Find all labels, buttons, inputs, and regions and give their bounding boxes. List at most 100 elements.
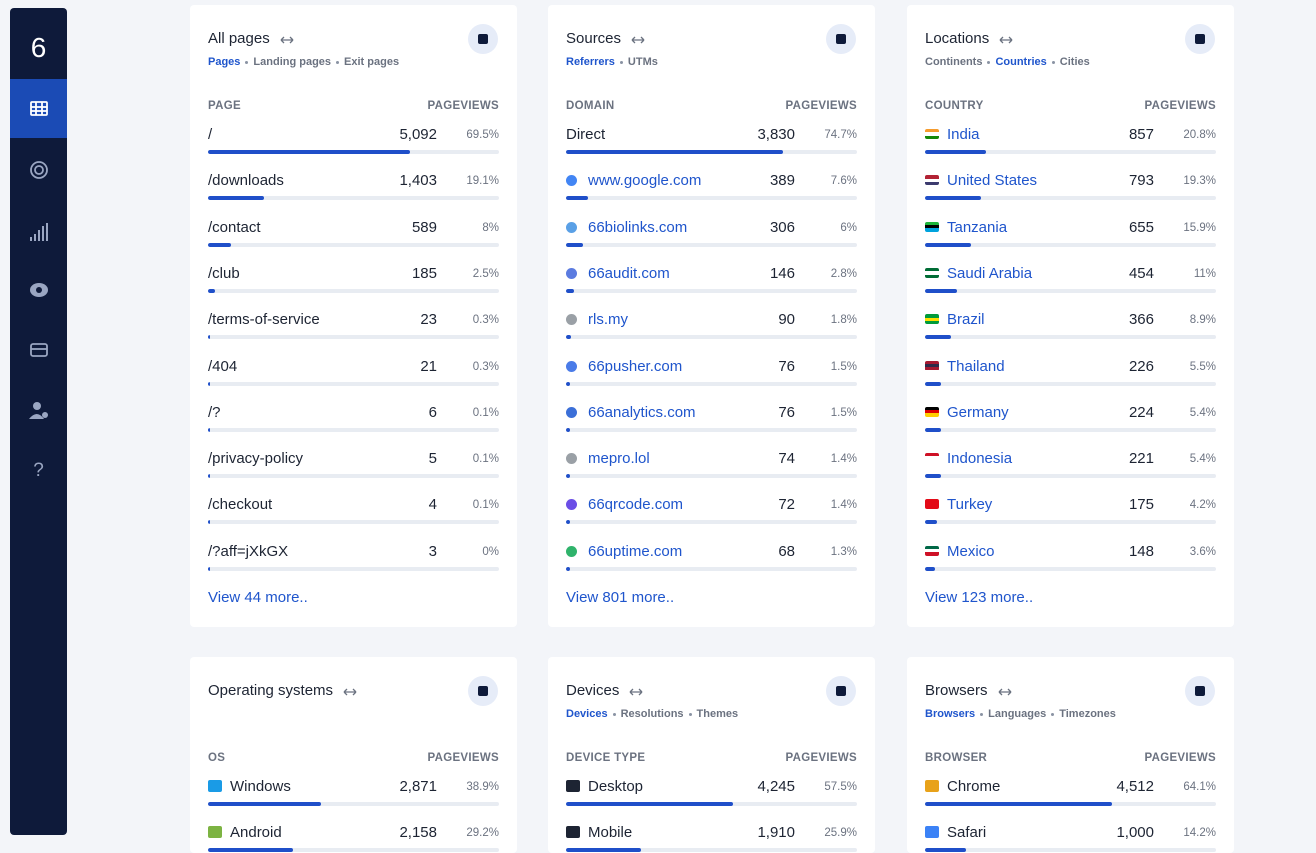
card: Operating systems OS PAGEVIEWS Windows 2,871… xyxy=(190,657,517,853)
tab[interactable]: Timezones xyxy=(1059,708,1116,720)
row-views: 224 xyxy=(1128,403,1154,421)
row-label[interactable]: 66uptime.com xyxy=(588,542,683,560)
row-label[interactable]: 66pusher.com xyxy=(588,357,683,375)
tab[interactable]: Exit pages xyxy=(344,56,400,68)
logo[interactable]: 6 xyxy=(30,32,47,63)
flag-band xyxy=(925,228,939,232)
view-more[interactable]: View 801 more.. xyxy=(566,589,675,606)
row-label[interactable]: 66analytics.com xyxy=(588,403,696,421)
tab[interactable]: Referrers xyxy=(566,56,615,68)
separator xyxy=(987,60,991,64)
help[interactable]: ? xyxy=(33,460,44,481)
row-percent: 1.8% xyxy=(830,314,857,327)
row-percent: 8% xyxy=(482,221,499,234)
row-label[interactable]: www.google.com xyxy=(588,172,702,190)
row-label: /checkout xyxy=(208,496,273,514)
row-label[interactable]: Indonesia xyxy=(947,450,1013,468)
tab[interactable]: UTMs xyxy=(627,56,658,68)
row-views: 5,092 xyxy=(399,126,437,143)
card-title: All pages xyxy=(208,30,270,47)
bar-fill xyxy=(925,381,941,386)
card-title: Operating systems xyxy=(208,682,334,699)
card: Locations Continents Countries Cities COUNTR… xyxy=(907,5,1234,627)
separator xyxy=(612,712,616,716)
tab[interactable]: Devices xyxy=(566,708,608,720)
row-label[interactable]: Mexico xyxy=(947,542,995,560)
row-views: 3,830 xyxy=(757,126,795,143)
bar-track xyxy=(566,150,857,154)
flag-band xyxy=(925,360,939,364)
expand-icon[interactable] xyxy=(280,35,294,45)
bar-track xyxy=(925,196,1216,201)
bar-fill xyxy=(566,520,571,525)
row-label[interactable]: United States xyxy=(947,172,1038,190)
bar-fill xyxy=(208,566,210,571)
bar-track xyxy=(208,150,499,154)
row-label[interactable]: Brazil xyxy=(947,311,985,329)
bar-track xyxy=(566,474,857,479)
card-icon-glyph xyxy=(836,686,846,696)
card-icon[interactable] xyxy=(1185,676,1215,706)
row-label[interactable]: Thailand xyxy=(947,357,1005,375)
bar-track xyxy=(208,802,499,806)
row-label[interactable]: 66audit.com xyxy=(588,264,670,282)
bar-track xyxy=(925,848,1216,853)
tab[interactable]: Landing pages xyxy=(253,56,332,68)
card-icon[interactable] xyxy=(468,676,498,706)
tab[interactable]: Languages xyxy=(988,708,1047,720)
bar-fill xyxy=(925,520,938,525)
expand-icon[interactable] xyxy=(631,35,645,45)
expand-icon[interactable] xyxy=(629,687,643,697)
flag-band xyxy=(925,129,939,133)
tab[interactable]: Countries xyxy=(995,56,1047,68)
tab[interactable]: Pages xyxy=(208,56,241,68)
card: Sources Referrers UTMs DOMAIN PAGEVIEWS Direc… xyxy=(548,5,875,627)
tab[interactable]: Resolutions xyxy=(620,708,684,720)
row-label[interactable]: mepro.lol xyxy=(588,450,650,468)
bar-track xyxy=(208,288,499,293)
flag-icon xyxy=(925,129,939,139)
view-more[interactable]: View 44 more.. xyxy=(208,589,308,606)
column-header: DOMAIN xyxy=(566,100,615,112)
row-percent: 7.6% xyxy=(830,175,857,188)
card-icon-glyph xyxy=(478,686,488,696)
expand-icon[interactable] xyxy=(999,35,1013,45)
flag-band xyxy=(925,317,939,321)
tab[interactable]: Continents xyxy=(925,56,983,68)
bar-track xyxy=(566,427,857,432)
expand-icon[interactable] xyxy=(343,687,357,697)
row-label[interactable]: 66biolinks.com xyxy=(588,218,688,236)
card-icon[interactable] xyxy=(1185,24,1215,54)
bar-track xyxy=(566,381,857,386)
row-label[interactable]: Direct xyxy=(566,126,606,143)
view-more[interactable]: View 123 more.. xyxy=(925,589,1034,606)
row-percent: 74.7% xyxy=(824,129,857,141)
row-views: 4,245 xyxy=(757,778,795,795)
row-views: 74 xyxy=(778,450,795,468)
tab[interactable]: Browsers xyxy=(925,708,976,720)
row-views: 3 xyxy=(428,542,437,560)
expand-icon[interactable] xyxy=(998,687,1012,697)
card-icon[interactable] xyxy=(826,676,856,706)
row-label[interactable]: rls.my xyxy=(588,311,628,329)
row-label[interactable]: Tanzania xyxy=(947,218,1008,236)
card-icon[interactable] xyxy=(826,24,856,54)
row-label[interactable]: Turkey xyxy=(947,496,993,514)
tab[interactable]: Cities xyxy=(1059,56,1090,68)
bar-track xyxy=(208,566,499,571)
row-label[interactable]: 66qrcode.com xyxy=(588,496,684,514)
tab[interactable]: Themes xyxy=(696,708,739,720)
nav-active[interactable] xyxy=(10,79,67,138)
bar-fill xyxy=(566,848,642,853)
row-label[interactable]: India xyxy=(947,126,980,143)
bar-fill xyxy=(566,150,784,154)
row-views: 1,000 xyxy=(1116,824,1154,842)
row-percent: 25.9% xyxy=(824,827,857,840)
bar-track xyxy=(566,288,857,293)
row-label[interactable]: Saudi Arabia xyxy=(947,264,1033,282)
row-label: / xyxy=(208,126,213,143)
flag-band xyxy=(925,545,939,550)
row-label[interactable]: Germany xyxy=(947,403,1009,421)
row-percent: 0.3% xyxy=(472,360,499,373)
card-icon[interactable] xyxy=(468,24,498,54)
